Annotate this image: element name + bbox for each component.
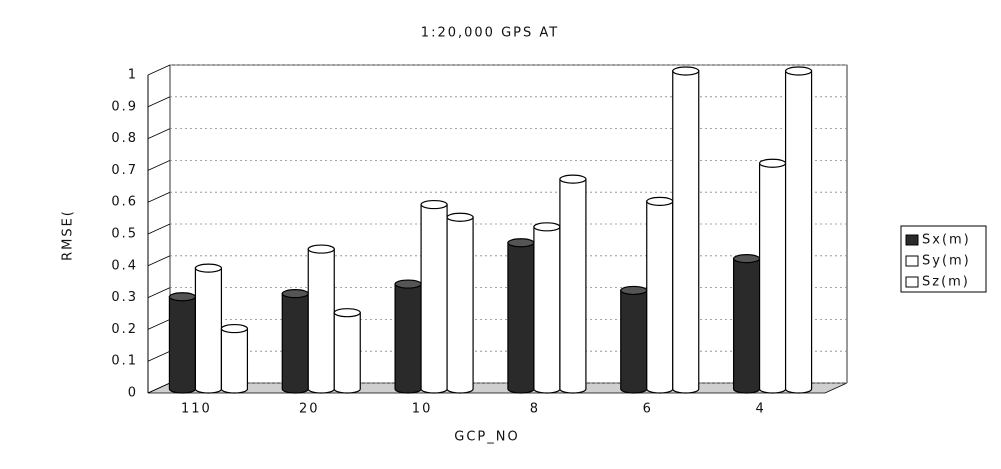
- y-tick: [147, 64, 171, 76]
- bar-body: [394, 283, 422, 394]
- y-tick: [147, 255, 171, 267]
- y-tick-label: 0.4: [111, 258, 138, 273]
- bar-top: [784, 66, 813, 76]
- bar-top: [559, 174, 587, 184]
- legend-label: Sy(m): [922, 254, 971, 269]
- bar-top: [507, 238, 535, 248]
- x-axis-label: GCP_NO: [454, 430, 519, 445]
- bar-body: [672, 70, 700, 394]
- x-tick-label: 20: [299, 402, 320, 417]
- bar: [281, 289, 309, 394]
- x-tick-label: 110: [181, 402, 212, 417]
- bar-body: [194, 267, 223, 394]
- y-tick: [147, 96, 171, 108]
- bar-top: [672, 66, 700, 76]
- y-tick-label: 0: [128, 386, 138, 401]
- bar-top: [333, 308, 361, 318]
- bar-body: [446, 216, 474, 394]
- legend-swatch: [905, 234, 919, 246]
- bar-top: [732, 254, 761, 264]
- bar-top: [533, 222, 561, 232]
- bar: [394, 279, 422, 394]
- legend-swatch: [905, 255, 919, 267]
- y-tick: [147, 191, 171, 203]
- bar: [194, 263, 223, 394]
- bar-body: [281, 293, 309, 394]
- y-tick: [147, 223, 171, 235]
- bar-body: [784, 70, 813, 394]
- bar-top: [758, 158, 787, 168]
- y-tick-label: 1: [128, 68, 138, 83]
- y-tick: [147, 128, 171, 139]
- bar: [168, 292, 197, 394]
- y-tick-label: 0.8: [111, 131, 138, 146]
- y-axis-label: RMSE(: [61, 209, 76, 261]
- bar-body: [420, 203, 448, 394]
- y-tick: [147, 382, 171, 394]
- y-tick: [147, 160, 171, 171]
- y-tick: [147, 319, 171, 330]
- chart-title: 1:20,000 GPS AT: [421, 26, 559, 41]
- bar-body: [333, 312, 361, 394]
- bar-body: [620, 289, 648, 394]
- bar: [784, 66, 813, 394]
- bar-top: [194, 263, 223, 273]
- legend-box: [900, 225, 987, 293]
- legend-swatch: [905, 276, 919, 288]
- bar-body: [559, 178, 587, 394]
- bar: [732, 254, 761, 394]
- bar-top: [307, 244, 335, 254]
- y-tick: [147, 287, 171, 298]
- bar-top: [646, 196, 674, 206]
- bar-top: [420, 199, 448, 210]
- bar-top: [446, 212, 474, 222]
- y-tick-label: 0.5: [111, 227, 138, 242]
- bar-top: [168, 292, 197, 302]
- x-tick-label: 6: [643, 402, 653, 417]
- bar: [446, 212, 474, 394]
- y-tick-label: 0.1: [111, 354, 138, 369]
- y-tick-label: 0.9: [111, 99, 138, 114]
- bar: [672, 66, 700, 394]
- bar-body: [533, 226, 561, 394]
- bar-body: [758, 162, 787, 394]
- legend-label: Sz(m): [922, 275, 970, 290]
- bar-body: [507, 242, 535, 394]
- bar: [507, 238, 535, 394]
- bar: [620, 285, 648, 394]
- bar: [646, 196, 674, 394]
- x-tick-label: 10: [412, 402, 433, 417]
- bar: [420, 199, 448, 394]
- y-tick-label: 0.2: [111, 322, 138, 337]
- bar-body: [732, 258, 761, 394]
- bar: [559, 174, 587, 394]
- bar: [758, 158, 787, 394]
- x-tick-label: 8: [530, 402, 540, 417]
- bar: [220, 323, 249, 394]
- bar-body: [168, 296, 197, 394]
- bar-top: [281, 289, 309, 299]
- bar-top: [220, 323, 249, 334]
- bar-body: [646, 200, 674, 394]
- bar-body: [307, 248, 335, 394]
- legend-label: Sx(m): [922, 233, 971, 248]
- y-tick-label: 0.7: [111, 163, 138, 178]
- bar-top: [620, 285, 648, 296]
- y-tick-label: 0.6: [111, 195, 138, 210]
- bar: [307, 244, 335, 394]
- bar-body: [220, 327, 249, 394]
- y-tick: [147, 350, 171, 362]
- bar: [533, 222, 561, 394]
- x-tick-label: 4: [755, 402, 765, 417]
- y-tick-label: 0.3: [111, 290, 138, 305]
- bar-top: [394, 279, 422, 289]
- bar: [333, 308, 361, 394]
